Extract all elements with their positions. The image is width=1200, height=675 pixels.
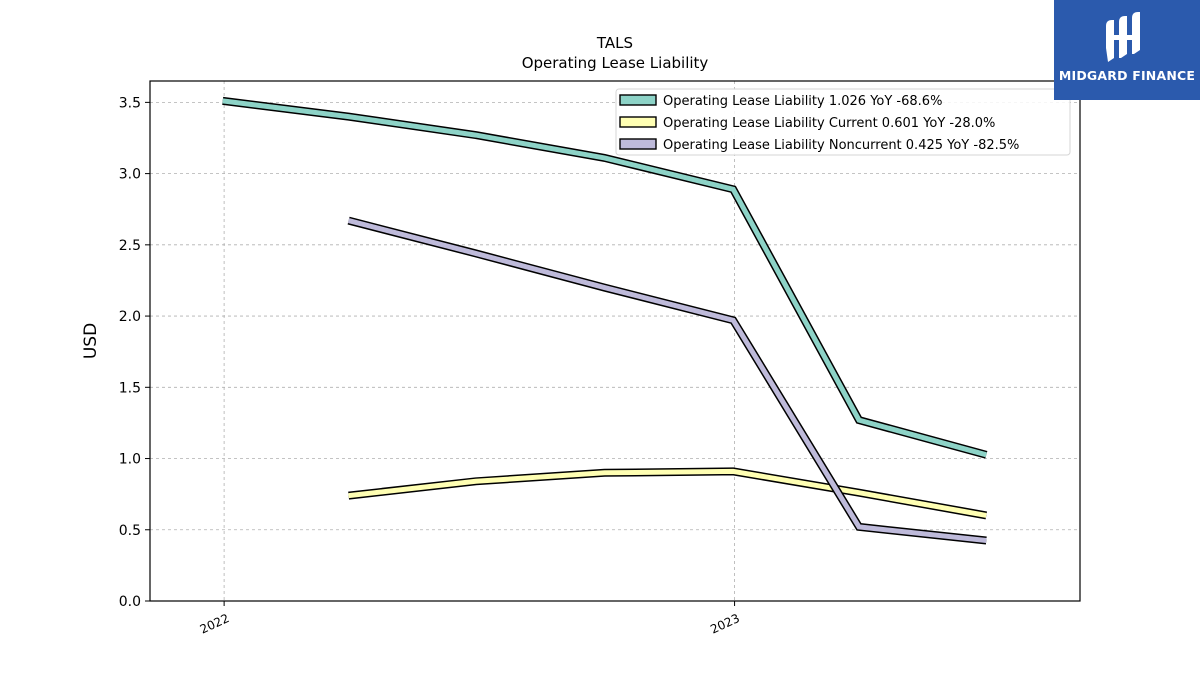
legend-swatch bbox=[619, 138, 657, 150]
y-tick-label: 0.5 bbox=[119, 523, 141, 539]
series-line bbox=[347, 218, 987, 543]
y-tick-label: 1.5 bbox=[119, 380, 141, 396]
legend-swatch bbox=[619, 116, 657, 128]
legend-label: Operating Lease Liability Current 0.601 … bbox=[663, 116, 995, 131]
series-line-outline bbox=[348, 467, 988, 520]
series-line-outline bbox=[347, 216, 987, 545]
plot-frame bbox=[149, 80, 1081, 602]
chart-subtitle: Operating Lease Liability bbox=[522, 54, 709, 72]
series-line bbox=[348, 468, 987, 518]
chart-title: TALS bbox=[596, 34, 633, 52]
y-tick-label: 1.0 bbox=[119, 452, 141, 468]
y-tick-label: 2.5 bbox=[119, 238, 141, 254]
legend: Operating Lease Liability 1.026 YoY -68.… bbox=[615, 88, 1071, 156]
legend-label: Operating Lease Liability Noncurrent 0.4… bbox=[663, 138, 1019, 153]
x-axis: 2022 2023 bbox=[198, 601, 742, 637]
y-axis: 0.0 0.5 1.0 1.5 2.0 2.5 3.0 3.5 bbox=[119, 95, 150, 610]
series-lines bbox=[222, 96, 988, 545]
y-tick-label: 3.5 bbox=[119, 95, 141, 111]
series-line bbox=[222, 98, 987, 458]
y-axis-label: USD bbox=[81, 323, 101, 359]
y-tick-label: 2.0 bbox=[119, 309, 141, 325]
legend-box bbox=[615, 88, 1071, 156]
x-tick-label: 2022 bbox=[198, 611, 232, 637]
legend-label: Operating Lease Liability 1.026 YoY -68.… bbox=[663, 94, 942, 109]
y-tick-label: 3.0 bbox=[119, 167, 141, 183]
brand-name: MIDGARD FINANCE bbox=[1058, 68, 1196, 83]
y-tick-label: 0.0 bbox=[119, 594, 141, 610]
legend-swatch bbox=[619, 94, 657, 106]
x-tick-label: 2023 bbox=[708, 611, 742, 637]
brand-logo: MIDGARD FINANCE bbox=[1054, 0, 1200, 100]
midgard-logo-icon bbox=[1106, 12, 1140, 62]
